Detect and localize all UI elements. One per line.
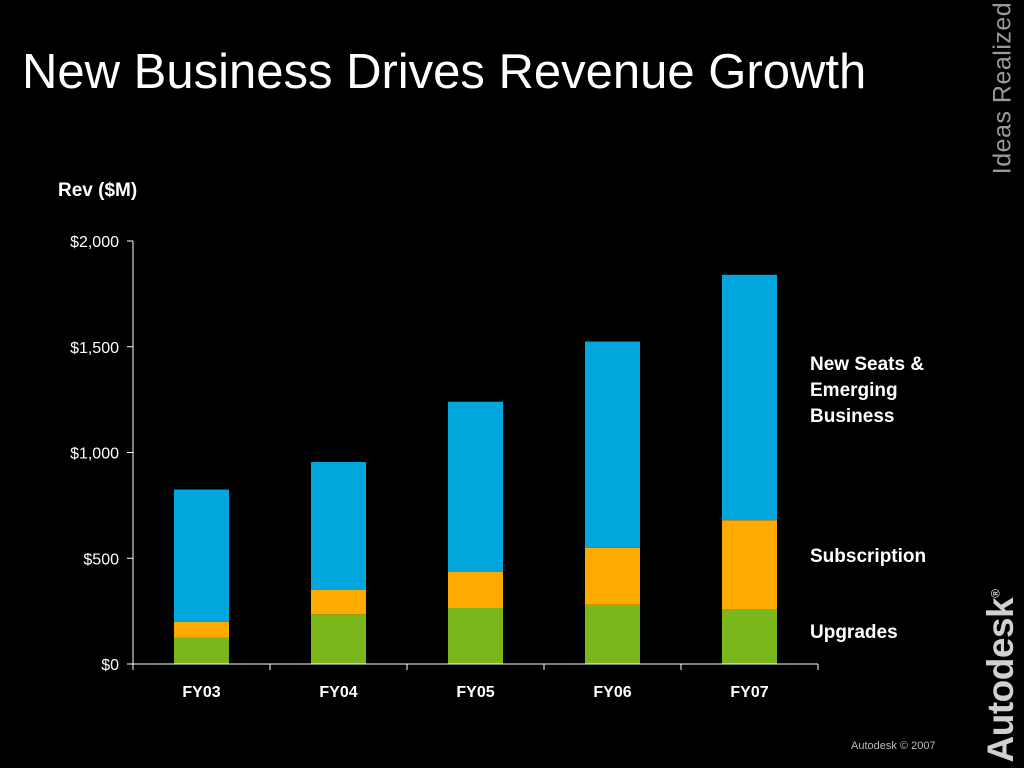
x-tick-label: FY05: [456, 684, 494, 701]
x-tick-label: FY03: [182, 684, 220, 701]
bar-fy07-upgrades: [722, 609, 777, 664]
slide-title: New Business Drives Revenue Growth: [22, 45, 867, 99]
bar-fy05-upgrades: [448, 608, 503, 664]
bar-fy06-new-seats-emerging-business: [585, 341, 640, 548]
x-tick-label: FY06: [593, 684, 631, 701]
y-axis-label: Rev ($M): [58, 180, 138, 201]
axes: $0 $500 $1,000 $1,500 $2,000 FY03 FY04 FY05 FY06…: [70, 234, 819, 701]
bar-fy03-upgrades: [174, 637, 229, 664]
bar-fy04-new-seats-emerging-business: [311, 462, 366, 590]
y-tick-label: $1,500: [70, 340, 119, 357]
bar-fy04-upgrades: [311, 614, 366, 664]
bar-fy06-subscription: [585, 547, 640, 605]
y-tick-label: $1,000: [70, 446, 119, 463]
bar-fy06-upgrades: [585, 604, 640, 664]
bar-fy05-subscription: [448, 572, 503, 608]
legend-upgrades: Upgrades: [810, 622, 898, 643]
y-tick-label: $500: [83, 551, 119, 568]
bar-fy07-subscription: [722, 520, 777, 609]
bar-fy07-new-seats-emerging-business: [722, 274, 777, 521]
legend-new-seats: New Seats & Emerging Business: [810, 354, 925, 427]
footer-copyright: Autodesk © 2007: [851, 740, 936, 752]
bar-group: [174, 274, 777, 664]
bar-fy03-new-seats-emerging-business: [174, 489, 229, 622]
bar-fy04-subscription: [311, 590, 366, 615]
legend-subscription: Subscription: [810, 546, 927, 567]
y-tick-label: $2,000: [70, 234, 119, 251]
x-tick-label: FY07: [730, 684, 768, 701]
bar-fy05-new-seats-emerging-business: [448, 401, 503, 572]
bar-fy03-subscription: [174, 621, 229, 638]
x-tick-label: FY04: [319, 684, 357, 701]
y-tick-label: $0: [101, 657, 119, 674]
